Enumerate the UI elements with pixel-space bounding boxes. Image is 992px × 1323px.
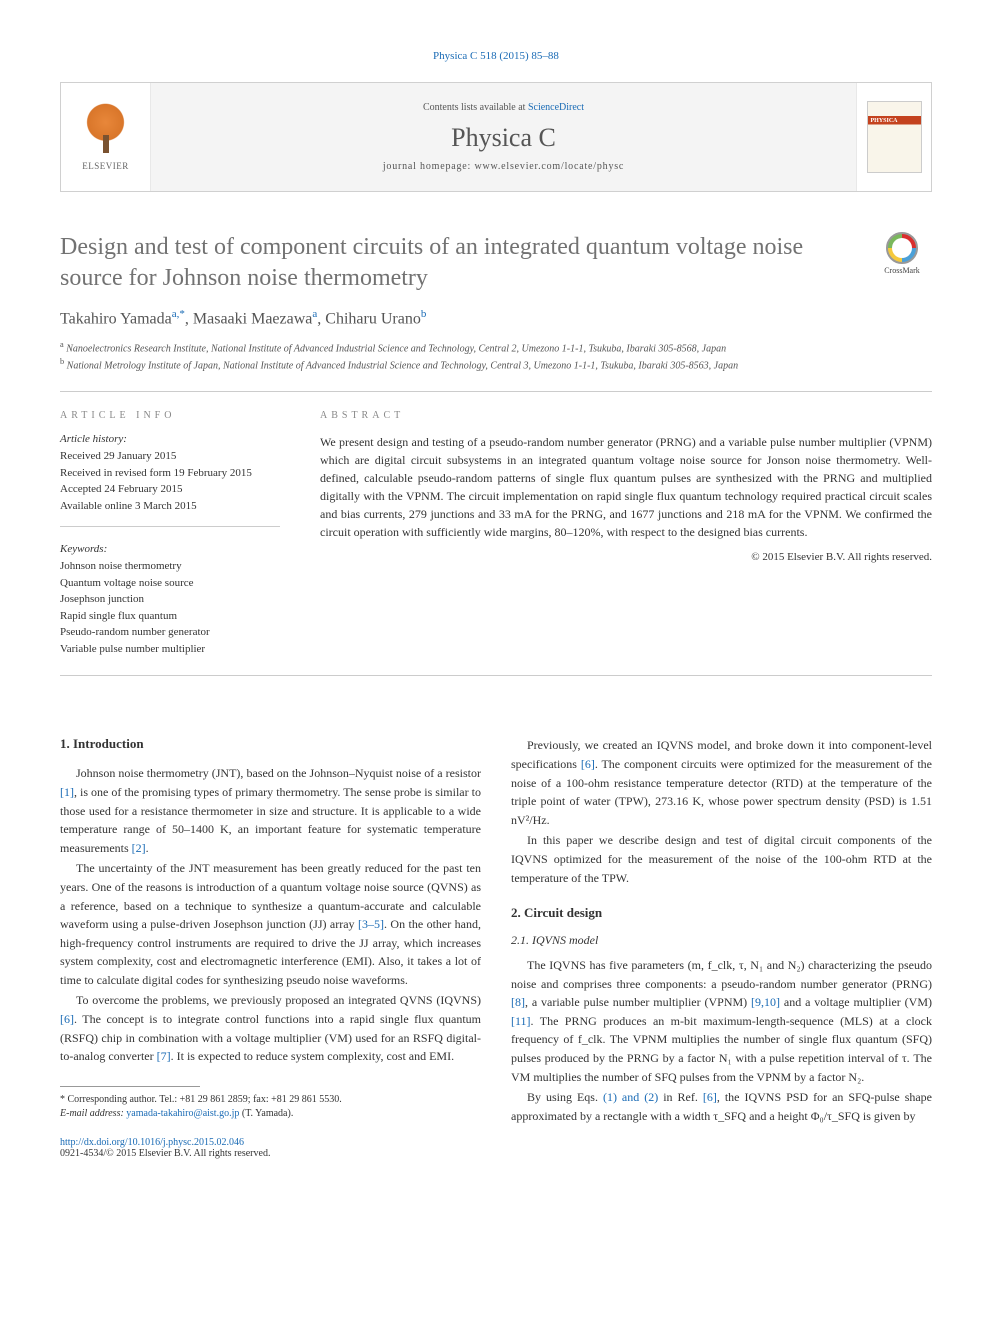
right-column: Previously, we created an IQVNS model, a… <box>511 736 932 1159</box>
p1-1-b: , is one of the promising types of prima… <box>60 785 481 855</box>
keyword-5: Variable pulse number multiplier <box>60 641 280 658</box>
journal-name: Physica C <box>451 123 556 153</box>
email-footnote: E-mail address: yamada-takahiro@aist.go.… <box>60 1107 481 1121</box>
crossmark-icon <box>886 232 918 264</box>
keyword-2: Josephson junction <box>60 591 280 608</box>
article-info-column: ARTICLE INFO Article history: Received 2… <box>60 410 280 657</box>
keywords-heading: Keywords: <box>60 543 280 555</box>
ref-2[interactable]: [2] <box>132 841 146 855</box>
left-column: 1. Introduction Johnson noise thermometr… <box>60 736 481 1159</box>
para-1-4: Previously, we created an IQVNS model, a… <box>511 736 932 829</box>
author-1: Takahiro Yamada <box>60 311 172 328</box>
history-online: Available online 3 March 2015 <box>60 498 280 515</box>
author-3-aff: b <box>421 308 427 320</box>
footer-block: http://dx.doi.org/10.1016/j.physc.2015.0… <box>60 1137 481 1159</box>
author-2: Masaaki Maezawa <box>193 311 313 328</box>
header-citation: Physica C 518 (2015) 85–88 <box>60 50 932 62</box>
authors-line: Takahiro Yamadaa,*, Masaaki Maezawaa, Ch… <box>60 308 932 328</box>
homepage-prefix: journal homepage: <box>383 161 475 172</box>
author-3: Chiharu Urano <box>325 311 421 328</box>
para-1-1: Johnson noise thermometry (JNT), based o… <box>60 764 481 857</box>
journal-header: ELSEVIER Contents lists available at Sci… <box>60 82 932 192</box>
abstract-column: ABSTRACT We present design and testing o… <box>320 410 932 657</box>
journal-cover <box>856 83 931 191</box>
p1-3-a: To overcome the problems, we previously … <box>76 993 481 1007</box>
ref-11[interactable]: [11] <box>511 1014 531 1028</box>
email-label: E-mail address: <box>60 1108 126 1119</box>
separator-top <box>60 391 932 392</box>
keyword-3: Rapid single flux quantum <box>60 608 280 625</box>
ref-6a[interactable]: [6] <box>60 1012 74 1026</box>
p2-1-c: and a voltage multiplier (VM) <box>780 995 932 1009</box>
homepage-line: journal homepage: www.elsevier.com/locat… <box>383 161 624 172</box>
affiliation-b: National Metrology Institute of Japan, N… <box>67 360 738 371</box>
section-2-1-heading: 2.1. IQVNS model <box>511 933 932 948</box>
p2-1-b: , a variable pulse number multiplier (VP… <box>525 995 751 1009</box>
issn-copyright: 0921-4534/© 2015 Elsevier B.V. All right… <box>60 1148 481 1159</box>
history-accepted: Accepted 24 February 2015 <box>60 481 280 498</box>
p2-1-a: The IQVNS has five parameters (m, f_clk,… <box>511 958 932 991</box>
history-revised: Received in revised form 19 February 201… <box>60 465 280 482</box>
para-1-3: To overcome the problems, we previously … <box>60 991 481 1065</box>
para-2-1: The IQVNS has five parameters (m, f_clk,… <box>511 956 932 1086</box>
ref-9-10[interactable]: [9,10] <box>751 995 780 1009</box>
contents-prefix: Contents lists available at <box>423 102 528 113</box>
keyword-0: Johnson noise thermometry <box>60 558 280 575</box>
info-separator <box>60 526 280 527</box>
elsevier-logo: ELSEVIER <box>61 83 151 191</box>
email-suffix: (T. Yamada). <box>239 1108 293 1119</box>
crossmark-badge[interactable]: CrossMark <box>872 232 932 275</box>
author-1-corr[interactable]: * <box>179 308 185 320</box>
abstract-text: We present design and testing of a pseud… <box>320 433 932 541</box>
para-1-2: The uncertainty of the JNT measurement h… <box>60 859 481 989</box>
separator-bottom <box>60 675 932 676</box>
p2-1-d: . The PRNG produces an m-bit maximum-len… <box>511 1014 932 1084</box>
section-2-heading: 2. Circuit design <box>511 905 932 921</box>
p2-2-b: in Ref. <box>658 1090 703 1104</box>
elsevier-label: ELSEVIER <box>82 161 129 171</box>
ref-3-5[interactable]: [3–5] <box>358 917 384 931</box>
footnote-separator <box>60 1086 200 1087</box>
abstract-copyright: © 2015 Elsevier B.V. All rights reserved… <box>320 551 932 563</box>
homepage-url: www.elsevier.com/locate/physc <box>474 161 624 172</box>
keyword-4: Pseudo-random number generator <box>60 624 280 641</box>
p1-1-c: . <box>146 841 149 855</box>
eqs-1-2[interactable]: (1) and (2) <box>603 1090 658 1104</box>
para-2-2: By using Eqs. (1) and (2) in Ref. [6], t… <box>511 1088 932 1125</box>
history-heading: Article history: <box>60 433 280 445</box>
affiliation-a: Nanoelectronics Research Institute, Nati… <box>66 343 726 354</box>
history-received: Received 29 January 2015 <box>60 448 280 465</box>
doi-link[interactable]: http://dx.doi.org/10.1016/j.physc.2015.0… <box>60 1137 244 1148</box>
elsevier-tree-icon <box>78 103 133 158</box>
contents-line: Contents lists available at ScienceDirec… <box>423 102 584 113</box>
section-1-heading: 1. Introduction <box>60 736 481 752</box>
p2-2-a: By using Eqs. <box>527 1090 603 1104</box>
corresponding-footnote: * Corresponding author. Tel.: +81 29 861… <box>60 1093 481 1107</box>
abstract-heading: ABSTRACT <box>320 410 932 421</box>
keyword-1: Quantum voltage noise source <box>60 575 280 592</box>
author-2-aff: a <box>312 308 317 320</box>
crossmark-label: CrossMark <box>884 266 920 275</box>
email-link[interactable]: yamada-takahiro@aist.go.jp <box>126 1108 239 1119</box>
ref-1[interactable]: [1] <box>60 785 74 799</box>
ref-6b[interactable]: [6] <box>581 757 595 771</box>
sciencedirect-link[interactable]: ScienceDirect <box>528 102 584 113</box>
p1-3-c: . It is expected to reduce system comple… <box>171 1049 454 1063</box>
cover-thumbnail <box>867 101 922 173</box>
para-1-5: In this paper we describe design and tes… <box>511 831 932 887</box>
ref-8[interactable]: [8] <box>511 995 525 1009</box>
article-info-heading: ARTICLE INFO <box>60 410 280 421</box>
p1-1-a: Johnson noise thermometry (JNT), based o… <box>76 766 481 780</box>
ref-6c[interactable]: [6] <box>703 1090 717 1104</box>
ref-7[interactable]: [7] <box>157 1049 171 1063</box>
article-title: Design and test of component circuits of… <box>60 232 852 294</box>
affiliations: a Nanoelectronics Research Institute, Na… <box>60 339 932 374</box>
header-center: Contents lists available at ScienceDirec… <box>151 83 856 191</box>
